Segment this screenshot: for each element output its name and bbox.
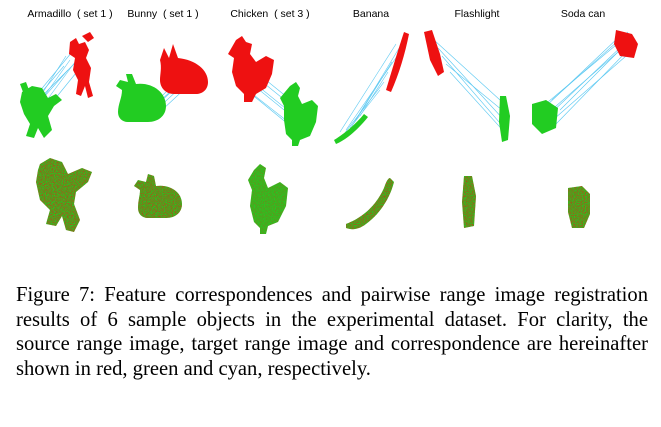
- bunny-target-green: [116, 74, 166, 122]
- armadillo-correspondence: [20, 32, 94, 138]
- bunny-source-red: [160, 44, 208, 94]
- banana-source-red: [386, 32, 409, 92]
- label-flashlight: Flashlight: [454, 8, 500, 20]
- armadillo-target-green: [20, 82, 62, 138]
- flashlight-source-red: [424, 30, 444, 76]
- label-armadillo: Armadillo ( set 1 ): [27, 8, 113, 20]
- flashlight-target-green: [499, 96, 510, 142]
- flashlight-correspondence: [424, 30, 510, 142]
- label-chicken: Chicken ( set 3 ): [230, 8, 310, 20]
- figure-caption: Figure 7: Feature correspondences and pa…: [16, 284, 648, 380]
- chicken-registered: [248, 164, 288, 234]
- figure-canvas: [20, 30, 638, 234]
- soda-can-target-green: [532, 100, 558, 134]
- soda-can-source-red: [614, 30, 638, 58]
- banana-registered: [346, 178, 394, 230]
- soda-can-correspondence: [532, 30, 638, 134]
- bunny-registered: [134, 174, 182, 218]
- label-banana: Banana: [352, 8, 390, 20]
- banana-correspondence: [334, 32, 409, 144]
- soda-can-registered: [568, 186, 590, 228]
- label-soda-can: Soda can: [560, 8, 606, 20]
- figure-panel: Armadillo ( set 1 ) Bunny ( set 1 ) Chic…: [20, 8, 638, 234]
- armadillo-source-red: [69, 32, 94, 98]
- label-bunny: Bunny ( set 1 ): [127, 8, 199, 20]
- flashlight-registered: [462, 176, 476, 228]
- chicken-correspondence: [228, 36, 318, 146]
- banana-target-green: [334, 114, 368, 144]
- chicken-target-green: [280, 82, 318, 146]
- bunny-correspondence: [116, 44, 208, 122]
- armadillo-registered: [36, 158, 92, 232]
- chicken-source-red: [228, 36, 274, 102]
